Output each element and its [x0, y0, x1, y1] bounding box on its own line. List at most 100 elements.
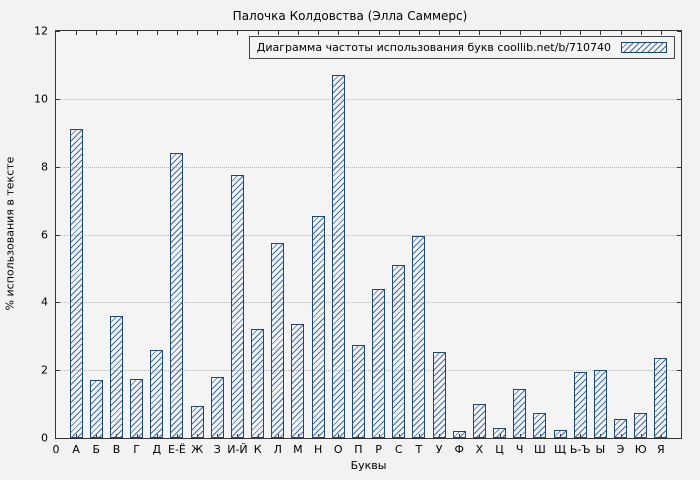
gridline: [56, 370, 681, 372]
x-tick-label: У: [435, 443, 443, 456]
bar: [351, 344, 365, 438]
x-tick-label: Г: [133, 443, 140, 456]
bar: [251, 329, 265, 438]
y-tick-label: 2: [41, 363, 48, 377]
x-tick-label: О: [333, 443, 343, 456]
x-tick-label: З: [213, 443, 221, 456]
bar: [210, 376, 224, 438]
bar: [190, 405, 204, 438]
x-tick-mark: [378, 31, 380, 35]
y-tick-mark: [56, 370, 60, 372]
x-tick-label: Э: [616, 443, 625, 456]
bar: [593, 370, 607, 438]
x-tick-mark: [176, 31, 178, 35]
gridline: [56, 166, 681, 168]
bar: [89, 380, 103, 438]
bar: [634, 412, 648, 438]
bar: [412, 236, 426, 438]
x-tick-mark: [237, 31, 239, 35]
y-tick-mark: [56, 166, 60, 168]
bar: [472, 404, 486, 438]
x-tick-mark: [338, 31, 340, 35]
y-axis-label-column: % использования в тексте: [2, 30, 18, 437]
x-tick-mark: [156, 31, 158, 35]
x-tick-label: Ч: [515, 443, 524, 456]
x-tick-label: Х: [475, 443, 484, 456]
x-tick-label: Ж: [191, 443, 204, 456]
x-tick-mark: [600, 31, 602, 35]
x-tick-label: И-Й: [227, 443, 248, 456]
x-tick-label: Л: [273, 443, 282, 456]
x-tick-label: Я: [657, 443, 665, 456]
x-tick-label: Р: [375, 443, 382, 456]
x-tick-mark: [76, 31, 78, 35]
x-tick-mark: [398, 31, 400, 35]
x-tick-label: Ю: [634, 443, 647, 456]
x-tick-mark: [479, 31, 481, 35]
x-tick-mark: [539, 31, 541, 35]
legend-label: Диаграмма частоты использования букв coo…: [256, 41, 611, 54]
bar: [654, 358, 668, 438]
x-tick-label: Н: [313, 443, 323, 456]
x-tick-mark: [499, 31, 501, 35]
x-tick-mark: [96, 31, 98, 35]
x-tick-label: М: [293, 443, 303, 456]
x-tick-mark: [318, 31, 320, 35]
x-tick-mark: [640, 31, 642, 35]
x-tick-mark: [560, 31, 562, 35]
y-tick-mark: [677, 31, 681, 32]
x-tick-label: В: [112, 443, 121, 456]
bar: [392, 265, 406, 438]
x-tick-mark: [136, 31, 138, 35]
x-tick-mark: [620, 31, 622, 35]
x-tick-label: Ф: [454, 443, 464, 456]
x-tick-mark: [197, 31, 199, 35]
bar: [69, 129, 83, 438]
y-tick-mark: [677, 370, 681, 372]
y-tick-label: 4: [41, 295, 48, 309]
x-tick-mark: [459, 31, 461, 35]
x-tick-mark: [358, 31, 360, 35]
x-tick-label: Ц: [495, 443, 504, 456]
bar: [452, 431, 466, 438]
x-tick-mark: [277, 31, 279, 35]
bar: [150, 349, 164, 438]
y-tick-label: 12: [34, 24, 48, 38]
x-tick-mark: [217, 31, 219, 35]
x-tick-label: Б: [92, 443, 101, 456]
bar: [271, 242, 285, 438]
y-tick-label: 6: [41, 228, 48, 241]
y-tick-mark: [56, 234, 60, 236]
bar: [533, 412, 547, 438]
bar: [331, 75, 345, 438]
bar: [573, 371, 587, 438]
legend-swatch: [621, 42, 667, 53]
x-tick-label: П: [354, 443, 363, 456]
y-tick-mark: [677, 166, 681, 168]
x-tick-label: Д: [152, 443, 162, 456]
legend: Диаграмма частоты использования букв coo…: [248, 36, 675, 59]
x-tick-label: Ь-Ъ: [569, 443, 591, 456]
y-tick-label: 10: [34, 92, 48, 106]
bar: [109, 315, 123, 438]
x-tick-label: Т: [415, 443, 423, 456]
y-tick-label: 8: [41, 160, 48, 174]
x-tick-label: А: [72, 443, 80, 456]
x-tick-label: Ш: [533, 443, 546, 456]
x-tick-mark: [418, 31, 420, 35]
bar: [291, 324, 305, 438]
bar: [170, 153, 184, 438]
y-tick-mark: [677, 98, 681, 100]
y-axis-label: % использования в тексте: [3, 156, 17, 311]
bar: [553, 429, 567, 438]
gridline: [56, 234, 681, 236]
bar: [513, 388, 527, 438]
x-tick-mark: [257, 31, 259, 35]
y-tick-mark: [56, 98, 60, 100]
x-tick-mark: [439, 31, 441, 35]
chart-title: Палочка Колдовства (Элла Саммерс): [232, 9, 468, 23]
y-tick-mark: [56, 302, 60, 304]
x-tick-mark: [580, 31, 582, 35]
bar: [311, 215, 325, 438]
bar: [493, 427, 507, 438]
